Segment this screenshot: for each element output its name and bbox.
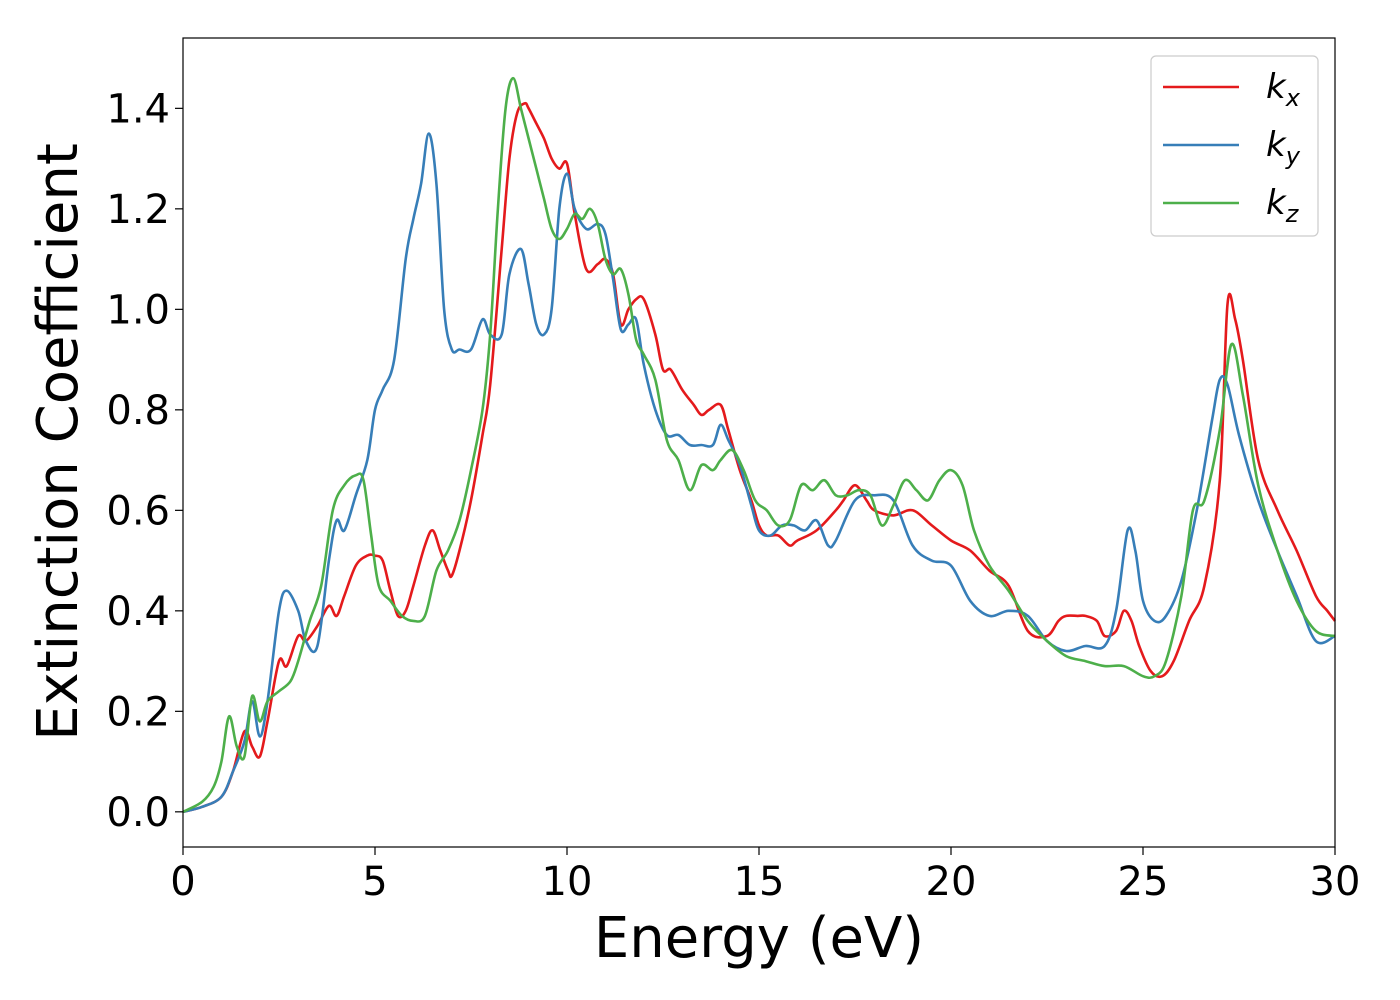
x-tick-label: 20 <box>926 859 977 905</box>
series-line-x <box>182 101 1337 814</box>
y-tick-label: 0.0 <box>106 790 170 836</box>
y-axis-title: Extinction Coefficient <box>26 143 91 741</box>
series-lines <box>182 76 1337 814</box>
y-axis: 0.0 0.2 0.4 0.6 0.8 1.0 1.2 1.4 <box>106 86 183 836</box>
legend-label-z: kz <box>1266 183 1300 228</box>
legend-label-y: ky <box>1266 125 1301 170</box>
y-tick-label: 0.2 <box>106 689 170 735</box>
x-tick-label: 30 <box>1310 859 1361 905</box>
y-tick-label: 1.4 <box>106 86 170 132</box>
legend: kx ky kz <box>1150 55 1319 237</box>
series-line-y <box>182 132 1336 814</box>
x-tick-label: 15 <box>734 859 785 905</box>
y-tick-label: 1.0 <box>106 287 170 333</box>
x-tick-label: 5 <box>362 859 387 905</box>
x-axis: 0 5 10 15 20 25 30 <box>170 847 1360 905</box>
series-line-z <box>182 76 1336 813</box>
y-tick-label: 0.4 <box>106 589 170 635</box>
y-tick-label: 1.2 <box>106 187 170 233</box>
x-tick-label: 25 <box>1118 859 1169 905</box>
y-tick-label: 0.8 <box>106 388 170 434</box>
x-tick-label: 0 <box>170 859 195 905</box>
y-tick-label: 0.6 <box>106 488 170 534</box>
x-tick-label: 10 <box>542 859 593 905</box>
legend-label-x: kx <box>1266 67 1301 112</box>
x-axis-title: Energy (eV) <box>594 906 924 971</box>
